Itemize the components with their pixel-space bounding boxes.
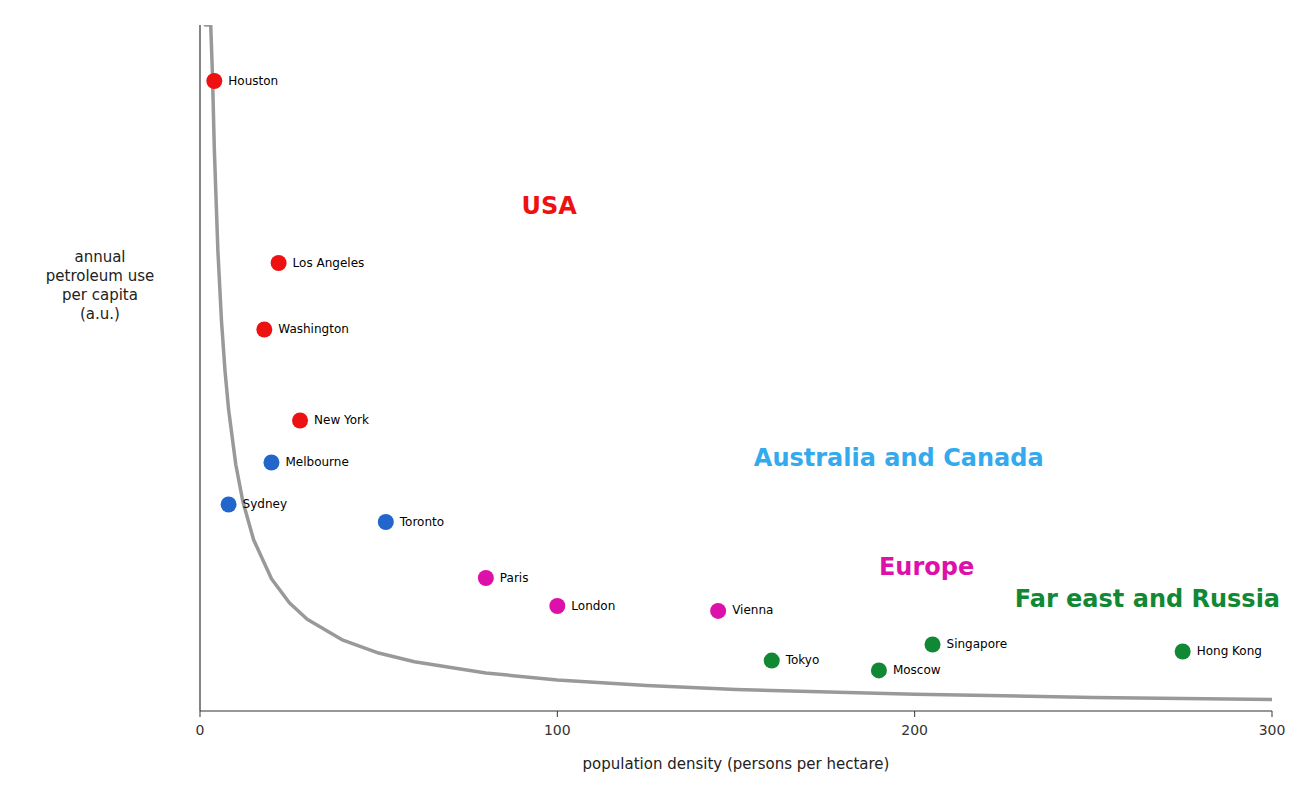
region-label: Europe	[879, 553, 974, 581]
x-tick-label: 100	[544, 722, 571, 738]
city-point	[263, 455, 279, 471]
x-axis-line	[200, 710, 1272, 711]
chart: 0 100 200 300 population density (persons pe…	[0, 0, 1312, 791]
y-axis-label-line: petroleum use	[46, 267, 154, 285]
y-axis-line	[199, 25, 200, 711]
y-axis-label-line: (a.u.)	[80, 305, 120, 323]
region-label: USA	[522, 192, 578, 220]
city-point	[221, 497, 237, 513]
x-tick-label: 300	[1259, 722, 1286, 738]
city-label: Singapore	[947, 637, 1008, 651]
region-label: Far east and Russia	[1015, 585, 1280, 613]
city-point	[871, 662, 887, 678]
city-point	[292, 413, 308, 429]
city-label: Tokyo	[785, 653, 820, 667]
city-label: Paris	[500, 571, 529, 585]
city-label: New York	[314, 413, 369, 427]
city-label: Houston	[228, 74, 278, 88]
city-point	[378, 514, 394, 530]
city-label: London	[571, 599, 615, 613]
x-axis-label: population density (persons per hectare)	[583, 755, 890, 773]
city-point	[710, 603, 726, 619]
city-label: Vienna	[732, 603, 773, 617]
city-label: Sydney	[243, 497, 287, 511]
x-tick	[200, 711, 201, 717]
city-point	[206, 73, 222, 89]
city-label: Moscow	[893, 663, 941, 677]
city-point	[1175, 644, 1191, 660]
city-label: Los Angeles	[293, 256, 365, 270]
city-point	[271, 255, 287, 271]
y-axis-label-line: annual	[74, 248, 125, 266]
region-label: Australia and Canada	[754, 444, 1044, 472]
x-tick	[557, 711, 558, 717]
y-axis-label-line: per capita	[62, 286, 138, 304]
city-point	[478, 570, 494, 586]
city-point	[549, 598, 565, 614]
city-label: Hong Kong	[1197, 644, 1262, 658]
city-label: Toronto	[399, 515, 444, 529]
city-point	[764, 653, 780, 669]
y-axis-label: annualpetroleum useper capita(a.u.)	[46, 248, 154, 323]
city-point	[925, 637, 941, 653]
x-tick	[1272, 711, 1273, 717]
city-point	[256, 322, 272, 338]
city-label: Washington	[278, 322, 349, 336]
x-tick-label: 200	[901, 722, 928, 738]
x-tick-label: 0	[196, 722, 205, 738]
city-label: Melbourne	[285, 455, 348, 469]
x-tick	[914, 711, 915, 717]
